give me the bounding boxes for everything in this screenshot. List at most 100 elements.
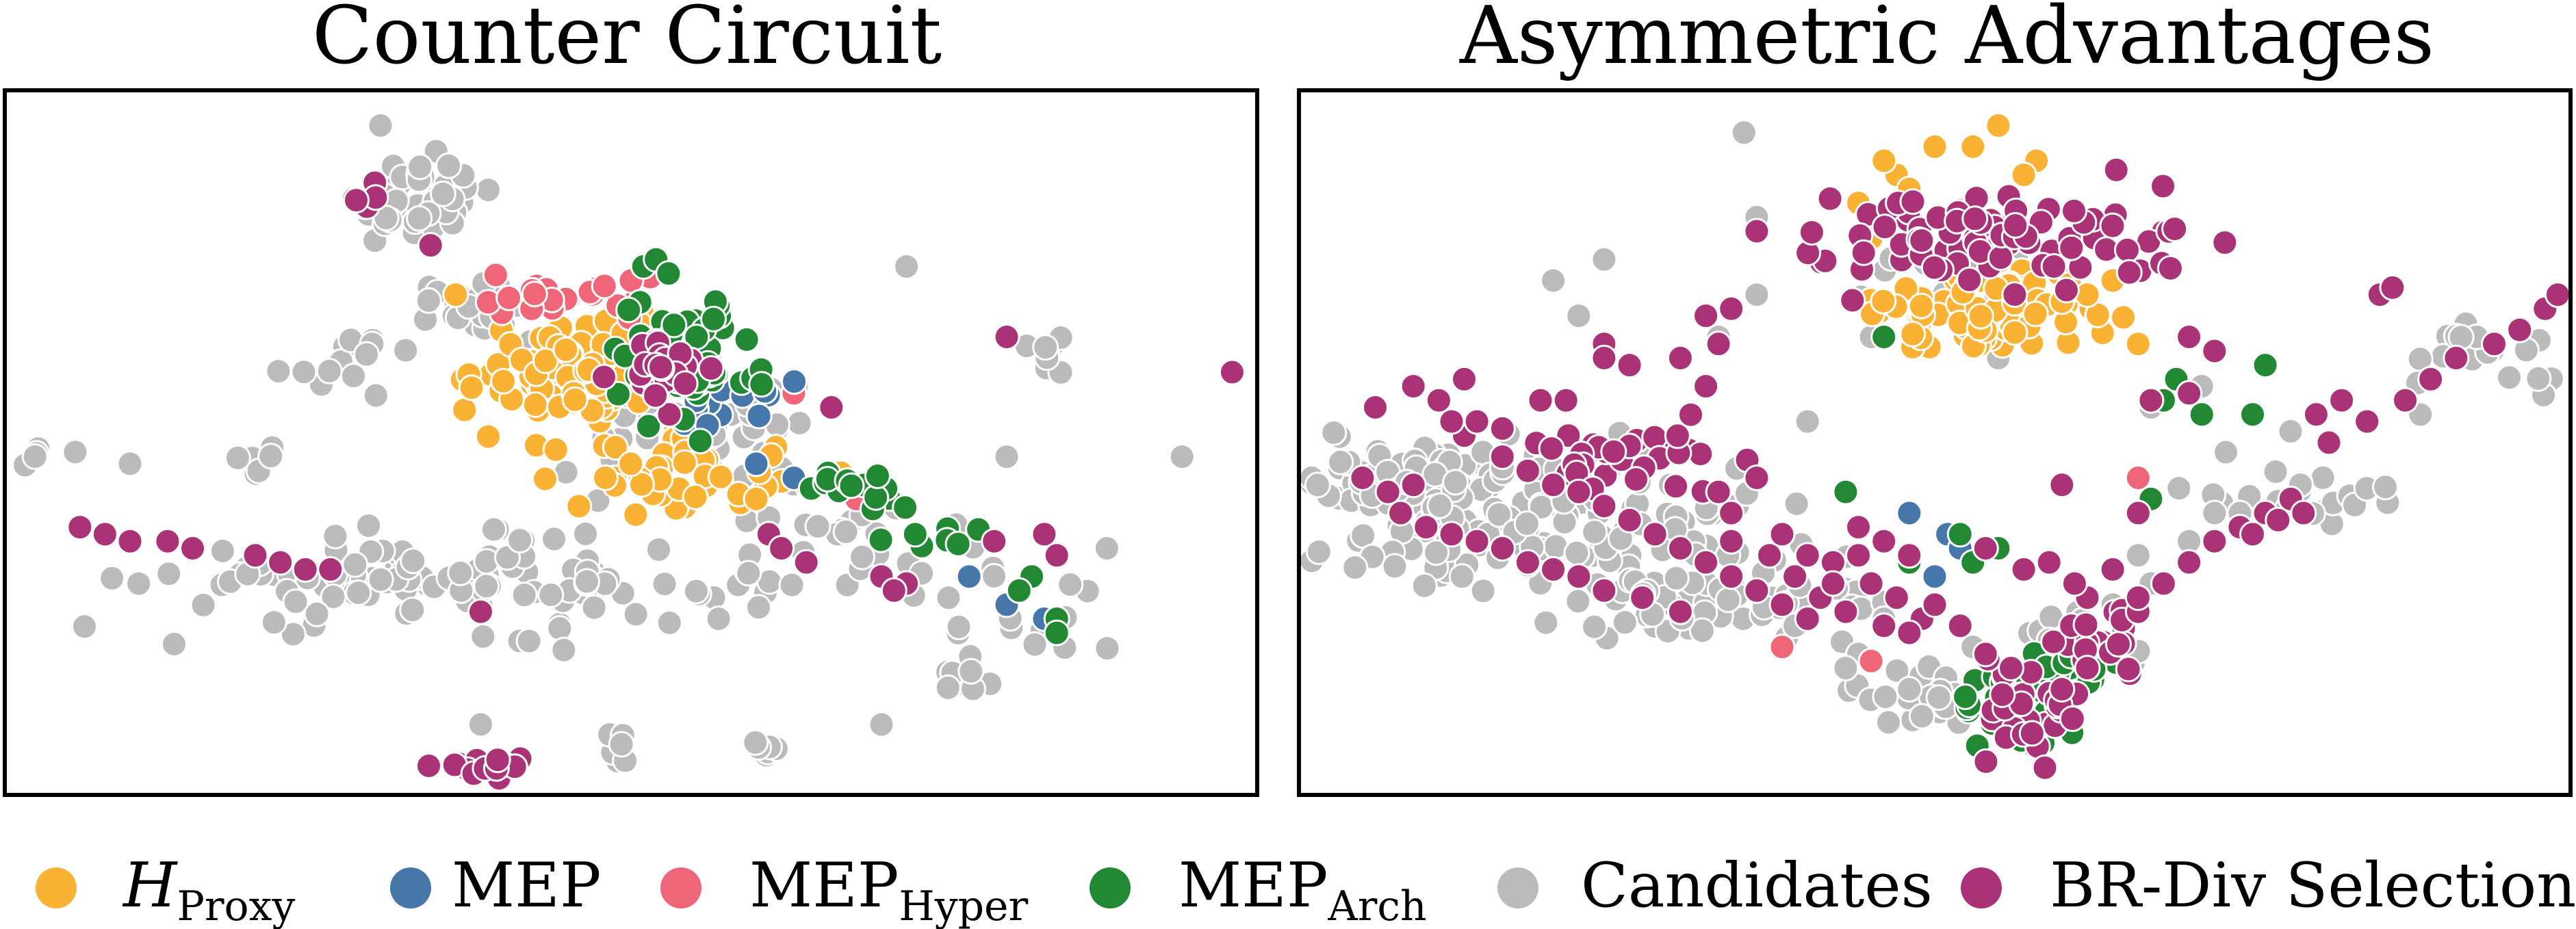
point-br-div: [1692, 302, 1720, 330]
point-candidates: [2496, 364, 2523, 391]
point-candidates: [580, 594, 608, 621]
point-br-div: [1870, 612, 1898, 640]
point-candidates: [1565, 302, 1593, 330]
legend-label-candidates-main: Candidates: [1581, 850, 1933, 921]
point-h-proxy: [1959, 133, 1987, 160]
point-br-div: [1961, 205, 1989, 233]
point-br-div: [1743, 218, 1770, 245]
point-br-div: [1819, 570, 1846, 597]
point-candidates: [515, 627, 543, 655]
point-br-div: [1743, 464, 1770, 491]
point-br-div: [1781, 563, 1809, 590]
point-candidates: [1908, 703, 1935, 730]
point-br-div: [1600, 438, 1627, 465]
point-candidates: [303, 600, 331, 627]
point-br-div: [1718, 295, 1745, 322]
point-candidates: [190, 591, 217, 618]
point-candidates: [546, 615, 574, 642]
point-h-proxy: [2110, 304, 2137, 331]
point-br-div: [2001, 281, 2028, 309]
panel-frame-counter-circuit: [3, 88, 1259, 797]
point-br-div: [1666, 535, 1694, 562]
point-mep-arch: [655, 260, 682, 287]
point-candidates: [1743, 281, 1770, 309]
point-br-div: [1538, 435, 1565, 462]
point-candidates: [406, 205, 433, 232]
point-br-div: [2201, 527, 2228, 555]
point-br-div: [993, 324, 1020, 350]
point-br-div: [1989, 681, 2016, 708]
point-candidates: [2277, 418, 2304, 445]
point-br-div: [1400, 471, 1427, 499]
point-candidates: [1094, 635, 1121, 662]
point-h-proxy: [617, 450, 645, 477]
point-candidates: [682, 577, 710, 605]
point-br-div: [2124, 499, 2152, 527]
point-mep: [743, 450, 770, 477]
legend-label-br-div-selections-main: BR-Div Selections: [2050, 850, 2576, 921]
point-candidates: [935, 584, 962, 612]
point-h-proxy: [1870, 147, 1898, 174]
point-mep-hyper: [521, 280, 548, 308]
point-br-div: [2137, 387, 2165, 414]
point-candidates: [353, 341, 381, 368]
point-mep-arch: [2188, 401, 2215, 428]
point-br-div: [1666, 598, 1694, 625]
point-br-div: [1666, 344, 1694, 371]
panel-frame-asymmetric-advantages: [1297, 88, 2573, 797]
point-candidates: [541, 525, 568, 553]
point-candidates: [161, 631, 188, 657]
point-candidates: [71, 613, 98, 640]
point-mep-arch: [686, 428, 714, 455]
point-candidates: [868, 711, 895, 738]
point-br-div: [818, 394, 845, 421]
point-h-proxy: [552, 336, 580, 363]
point-h-proxy: [2022, 300, 2049, 328]
point-br-div: [1896, 542, 1923, 569]
point-candidates: [125, 570, 153, 597]
point-candidates: [1688, 617, 1716, 644]
point-br-div: [1899, 188, 1927, 215]
point-br-div: [2328, 387, 2356, 414]
panel-title-asymmetric-advantages: Asymmetric Advantages: [1459, 0, 2434, 82]
point-br-div: [343, 187, 370, 214]
point-mep-arch: [892, 494, 919, 521]
point-h-proxy: [542, 436, 569, 463]
point-candidates: [511, 581, 538, 609]
point-br-div: [116, 527, 144, 555]
point-h-proxy: [1985, 112, 2012, 139]
point-mep-arch: [901, 521, 929, 548]
point-h-proxy: [451, 396, 478, 423]
point-br-div: [179, 535, 206, 562]
point-br-div: [91, 521, 118, 548]
legend: HProxy MEP MEPHyper MEPArch Candidates B…: [36, 850, 2576, 929]
point-br-div: [1972, 748, 2000, 775]
point-br-div: [2150, 172, 2176, 200]
point-br-div: [2115, 259, 2143, 286]
legend-label-candidates: Candidates: [1581, 850, 1933, 921]
point-br-div: [1641, 521, 1669, 548]
point-candidates: [282, 588, 309, 616]
point-br-div: [1527, 387, 1554, 414]
point-br-div: [242, 542, 269, 569]
point-mep-arch: [864, 462, 891, 489]
point-br-div: [1718, 563, 1745, 590]
point-candidates: [993, 443, 1020, 471]
point-candidates: [1485, 501, 1512, 528]
point-mep-arch: [838, 472, 865, 499]
point-candidates: [367, 566, 394, 593]
point-candidates: [934, 674, 962, 701]
point-candidates: [1883, 657, 1911, 684]
point-candidates: [1032, 334, 1059, 361]
point-br-div: [2104, 631, 2132, 658]
point-mep: [955, 563, 983, 590]
point-mep-arch: [1832, 478, 1859, 506]
point-candidates: [651, 571, 678, 598]
point-candidates: [429, 180, 456, 207]
point-mep-arch: [1946, 521, 1974, 548]
point-candidates: [2262, 458, 2289, 486]
point-h-proxy: [458, 374, 485, 402]
point-candidates: [2372, 473, 2399, 501]
legend-label-mep-hyper: MEPHyper: [749, 850, 1029, 929]
point-br-div: [2176, 324, 2203, 350]
